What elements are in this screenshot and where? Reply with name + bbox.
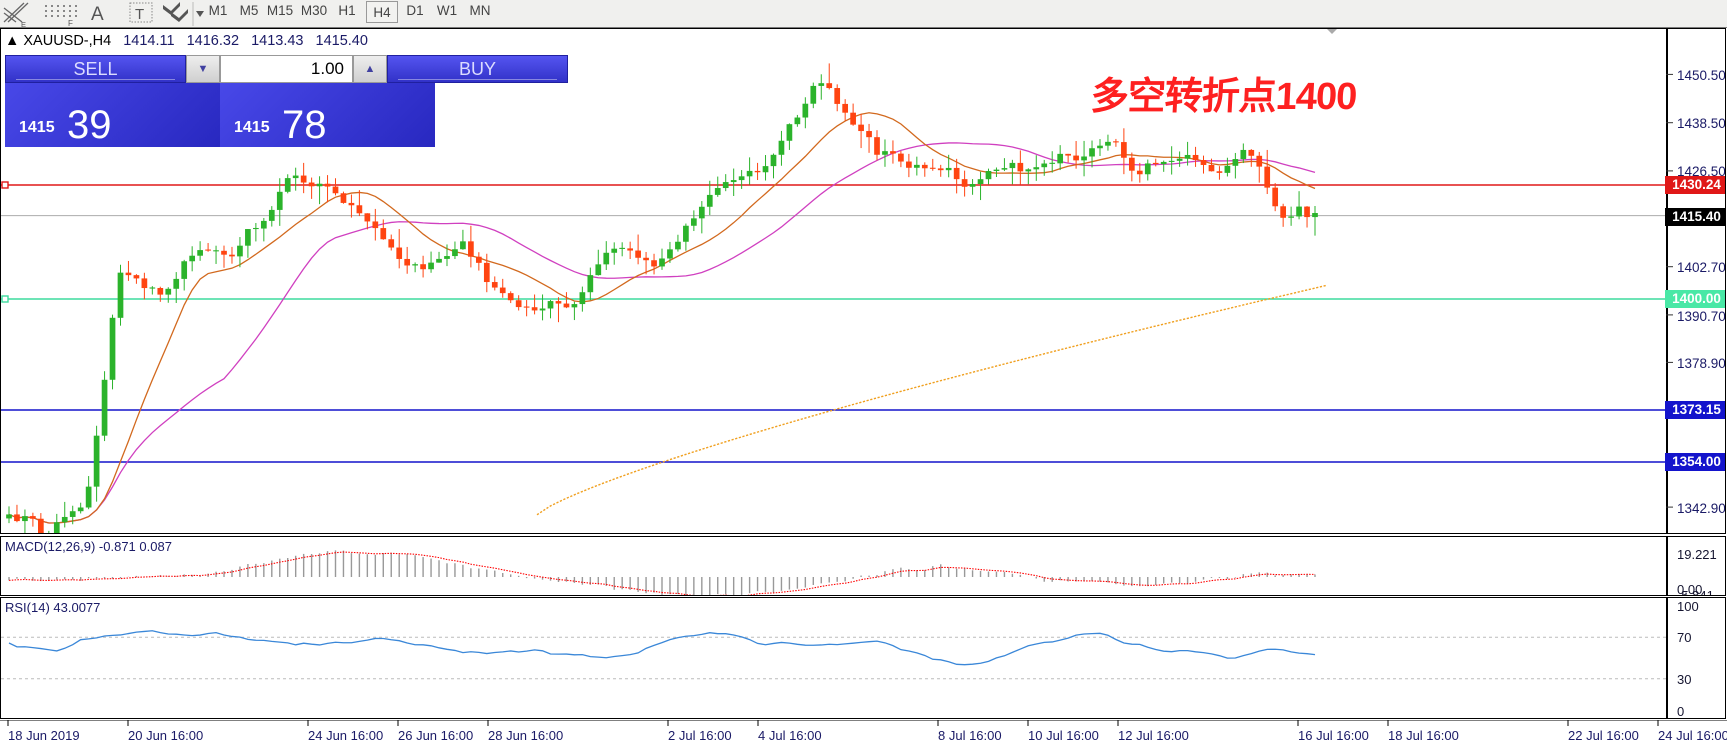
svg-text:F: F	[68, 19, 73, 28]
svg-text:T: T	[135, 6, 144, 23]
svg-text:A: A	[91, 4, 104, 25]
svg-text:E: E	[21, 20, 26, 28]
